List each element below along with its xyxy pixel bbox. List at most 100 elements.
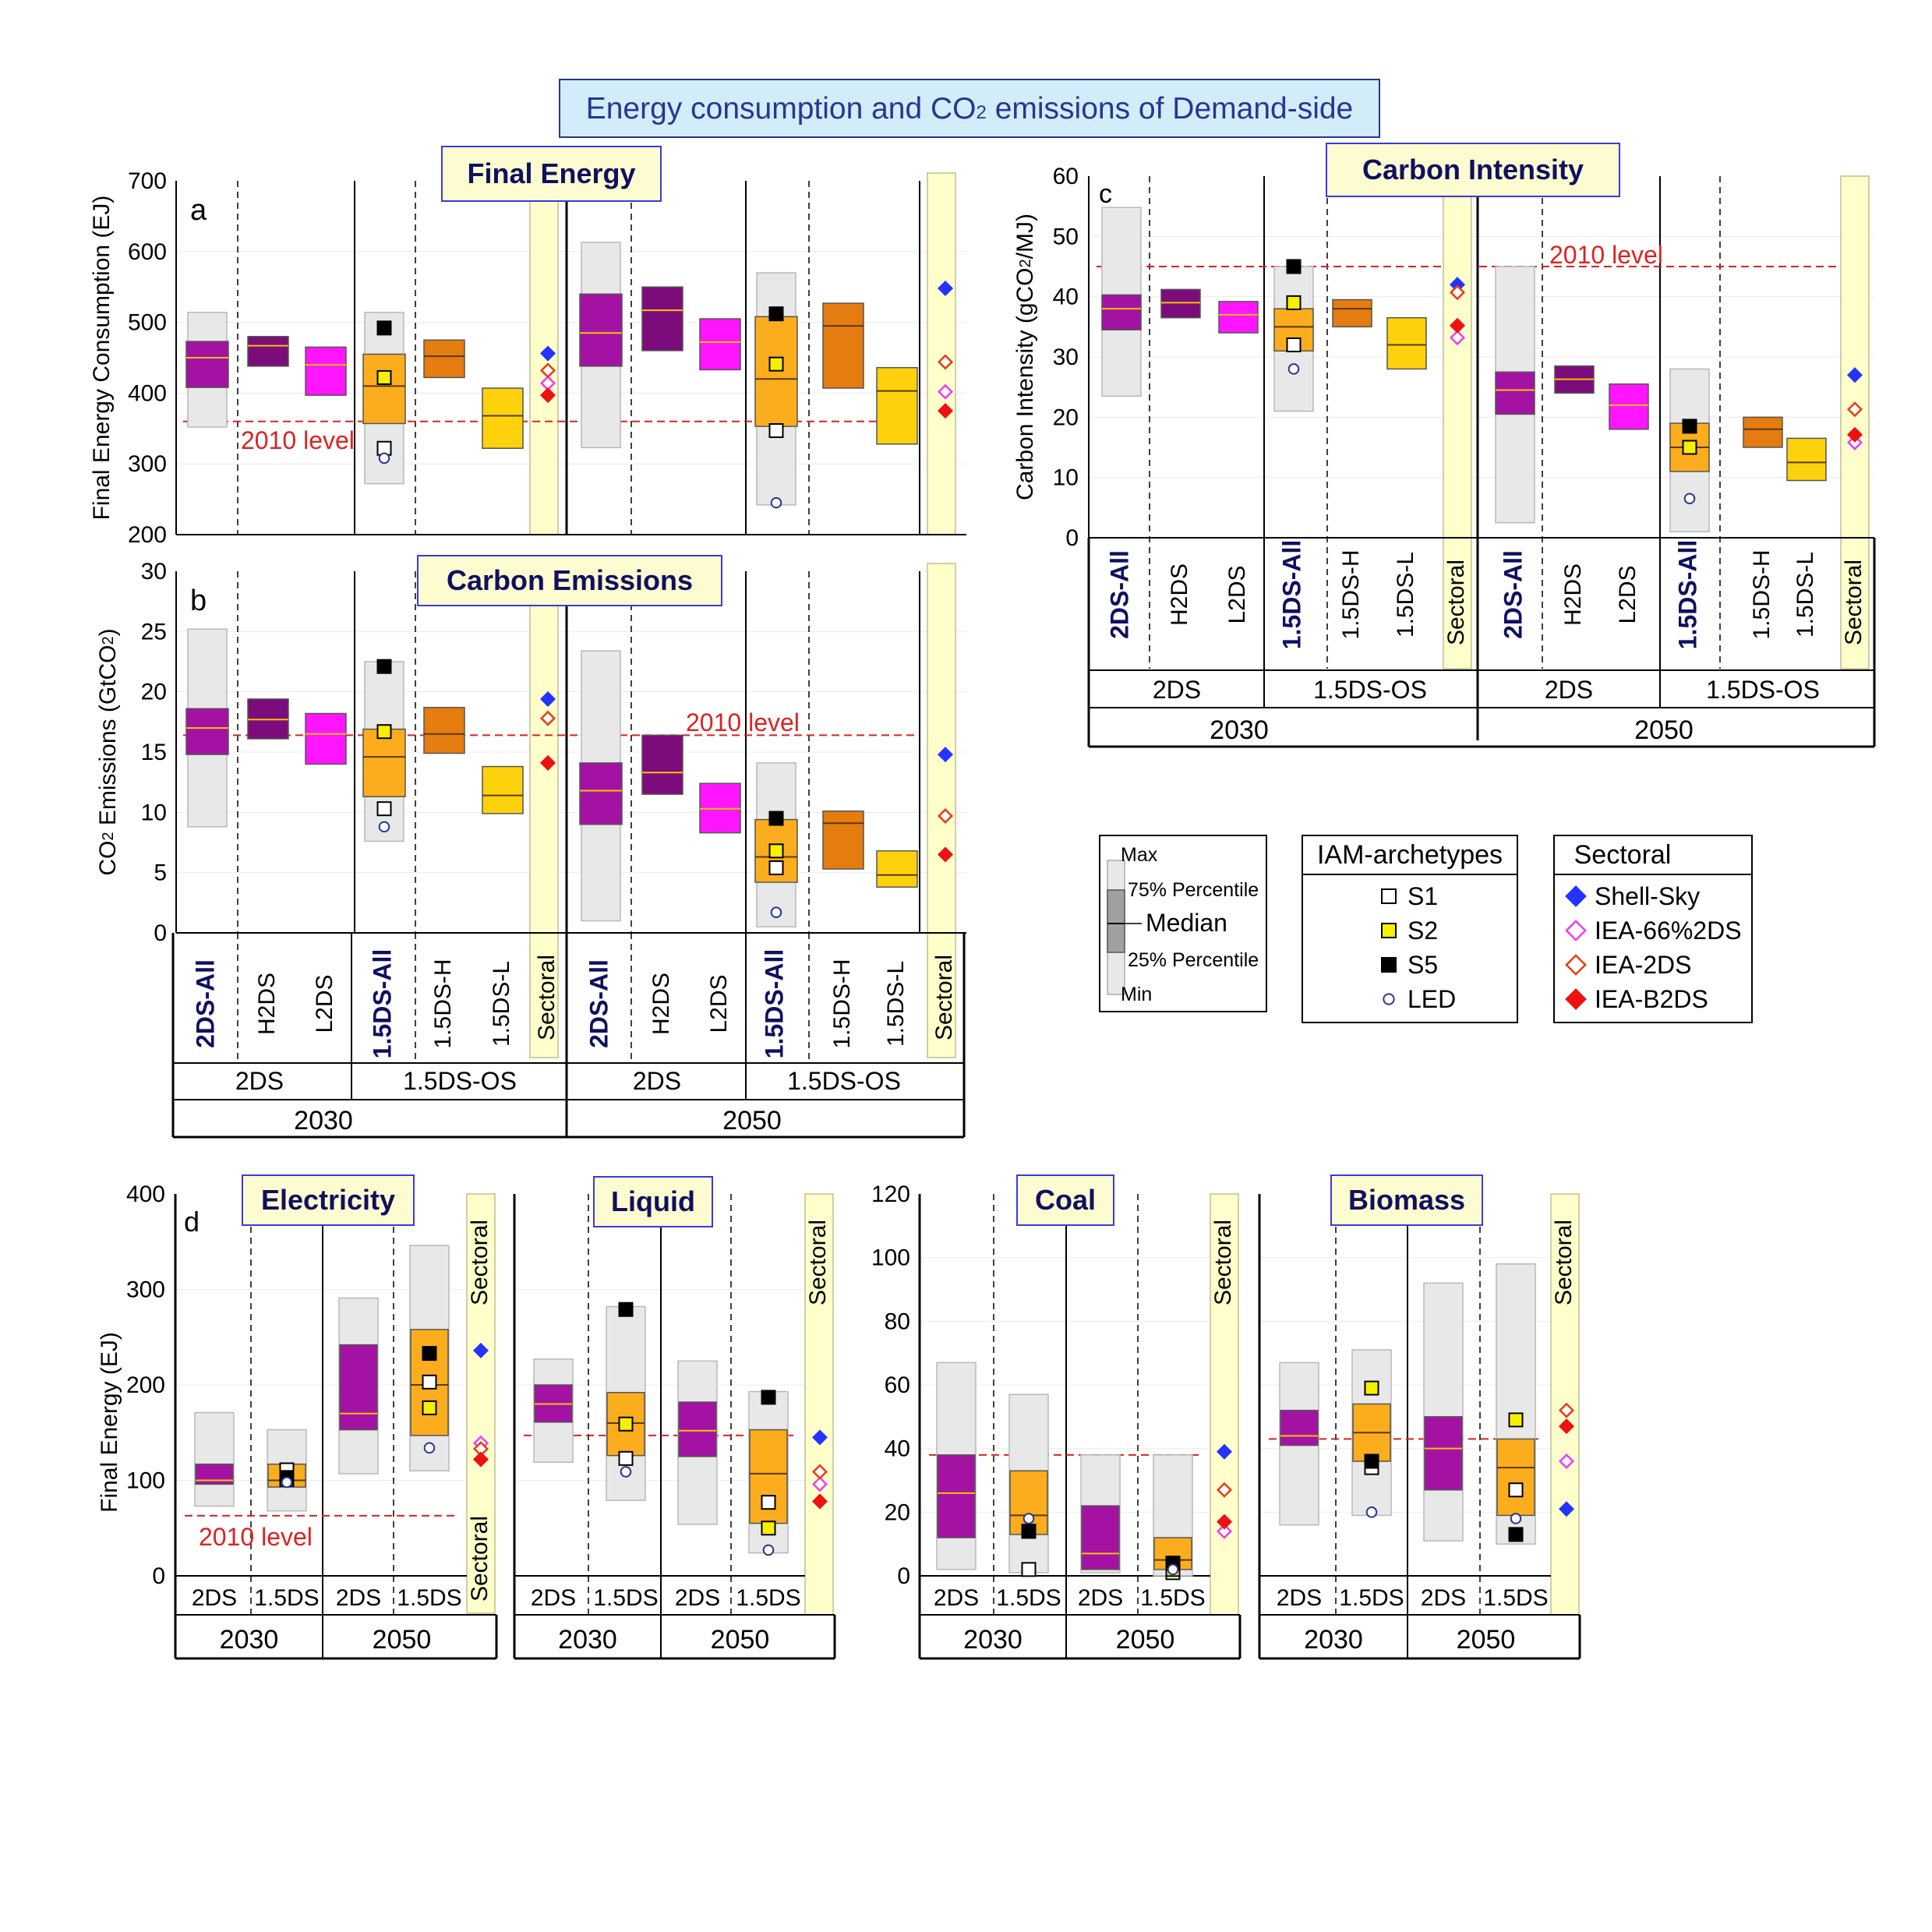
- marker-iea-b2ds: [539, 754, 556, 771]
- panel-a: 200 300 400 500 600 700 a Final Energy Final Ene…: [89, 146, 966, 548]
- sectoral-band: [1840, 175, 1870, 669]
- panel-title: Electricity: [261, 1184, 395, 1216]
- x-category-label: 2DS: [1277, 1585, 1322, 1611]
- panel-title-box: [441, 146, 662, 202]
- panel-title: Liquid: [611, 1185, 695, 1217]
- sectoral-band: [1210, 1193, 1239, 1616]
- marker-iea-2ds: [937, 807, 954, 824]
- marker-iea-2ds: [937, 354, 954, 370]
- subpanel-liquid: Sectoral 2DS 1.5DS 2DS 1.5DS 2030 2050 Liquid: [513, 1176, 836, 1660]
- marker-iea-66-2ds: [811, 1476, 828, 1492]
- year-label: 2050: [1457, 1625, 1516, 1655]
- marker-s5: [1364, 1453, 1379, 1469]
- y-axis-label-part: /MJ): [1012, 214, 1038, 259]
- y-axis-label-part: 2: [100, 636, 117, 645]
- iqr-box: [305, 712, 347, 765]
- marker-s5: [1682, 419, 1697, 434]
- y-tick-label: 10: [141, 800, 167, 825]
- iqr-box: [876, 850, 918, 888]
- x-category-label: 1.5DS-H: [1338, 549, 1364, 639]
- sectoral-band: [804, 1193, 834, 1616]
- group-label: 1.5DS-OS: [1313, 676, 1427, 704]
- sectoral-band: [529, 563, 559, 1058]
- y-tick-label: 25: [141, 619, 167, 645]
- iqr-box: [1743, 416, 1783, 448]
- sectoral-label: Sectoral: [467, 1220, 493, 1305]
- marker-led: [1167, 1563, 1179, 1576]
- marker-led: [378, 821, 390, 833]
- year-label: 2030: [1304, 1625, 1363, 1655]
- marker-iea-66-2ds: [1846, 434, 1863, 450]
- marker-iea-2ds: [1846, 401, 1863, 418]
- marker-led: [1683, 493, 1696, 505]
- marker-shell-sky: [1846, 367, 1863, 383]
- marker-shell-sky: [539, 345, 556, 362]
- sectoral-label: Sectoral: [805, 1220, 831, 1305]
- figure-title-box: [559, 79, 1380, 138]
- sectoral-band: [466, 1193, 496, 1614]
- x-category-label: 1.5DS-All: [1277, 540, 1305, 649]
- x-category-label: 1.5DS: [736, 1585, 800, 1611]
- marker-iea-b2ds: [1558, 1418, 1575, 1435]
- ref-line-label: 2010 level: [241, 426, 355, 454]
- legend-median-label: Median: [1146, 909, 1227, 937]
- marker-led: [1365, 1506, 1378, 1518]
- y-axis-label: Carbon Intensity (gCO2/MJ): [1012, 214, 1038, 500]
- x-category-label: 1.5DS-L: [1393, 552, 1418, 638]
- marker-s1: [768, 423, 784, 439]
- legend-iam-title: IAM-archetypes: [1317, 840, 1503, 870]
- legend-min-label: Min: [1121, 984, 1152, 1005]
- marker-s5: [768, 306, 784, 322]
- marker-s5: [1286, 259, 1302, 274]
- iqr-box: [185, 708, 229, 755]
- x-category-label: H2DS: [648, 973, 674, 1035]
- x-category-label: 1.5DS: [1483, 1585, 1548, 1611]
- sectoral-label: Sectoral: [1210, 1220, 1236, 1305]
- x-category-label: 1.5DS-L: [489, 961, 514, 1047]
- y-tick-label: 30: [1053, 344, 1079, 370]
- y-tick-label: 300: [128, 451, 167, 477]
- x-category-label: 1.5DS-L: [1792, 552, 1818, 638]
- legend-iam-item: S5: [1407, 951, 1438, 979]
- marker-iea-66-2ds: [1558, 1453, 1575, 1470]
- marker-iea-b2ds: [937, 846, 954, 863]
- y-tick-label: 100: [871, 1245, 910, 1271]
- marker-shell-sky: [811, 1429, 828, 1446]
- y-axis-label-part: CO: [95, 841, 121, 876]
- marker-s5: [1021, 1524, 1037, 1539]
- x-category-label: 1.5DS-H: [430, 959, 456, 1048]
- x-category-label: Sectoral: [1841, 560, 1867, 645]
- legend-iqr-swatch: [1107, 889, 1125, 953]
- x-category-label: 2DS: [192, 1585, 237, 1611]
- marker-iea-2ds: [539, 362, 556, 379]
- marker-iea-66-2ds: [937, 383, 954, 400]
- legend-iam-item: S2: [1407, 917, 1438, 945]
- marker-s2: [618, 1416, 634, 1432]
- year-label: 2050: [722, 1106, 782, 1136]
- iqr-box: [641, 286, 683, 351]
- x-category-label: H2DS: [1167, 563, 1192, 626]
- marker-s1: [422, 1374, 437, 1390]
- x-category-label: 1.5DS-All: [368, 949, 396, 1058]
- x-category-label: L2DS: [1615, 565, 1641, 623]
- iqr-box: [185, 341, 229, 388]
- iqr-box: [1218, 301, 1259, 334]
- panel-b-xaxis: 2DS-All H2DS L2DS 1.5DS-All 1.5DS-H 1.5DS-L Se…: [171, 933, 966, 1139]
- iqr-box: [1160, 288, 1201, 319]
- y-tick-label: 20: [141, 680, 167, 705]
- y-axis-label-part: Carbon Intensity (gCO: [1012, 267, 1038, 500]
- panel-title: Coal: [1035, 1184, 1096, 1216]
- marker-led: [770, 496, 782, 509]
- iqr-box: [339, 1344, 378, 1431]
- iqr-box: [1609, 383, 1649, 430]
- year-label: 2050: [1116, 1625, 1175, 1655]
- marker-s2: [376, 369, 392, 385]
- marker-iea-2ds: [539, 710, 556, 726]
- marker-s5: [422, 1346, 437, 1362]
- marker-shell-sky: [937, 280, 954, 297]
- iqr-box: [1786, 437, 1827, 482]
- marker-led: [770, 906, 782, 918]
- x-category-label: 1.5DS: [593, 1585, 658, 1611]
- iqr-box: [1495, 371, 1535, 415]
- group-label: 2DS: [633, 1067, 681, 1095]
